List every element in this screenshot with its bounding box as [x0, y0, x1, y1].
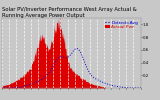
Legend: Dotted=Avg, Actual Pwr: Dotted=Avg, Actual Pwr — [104, 20, 139, 29]
Text: Solar PV/Inverter Performance West Array Actual & Running Average Power Output: Solar PV/Inverter Performance West Array… — [2, 7, 136, 18]
